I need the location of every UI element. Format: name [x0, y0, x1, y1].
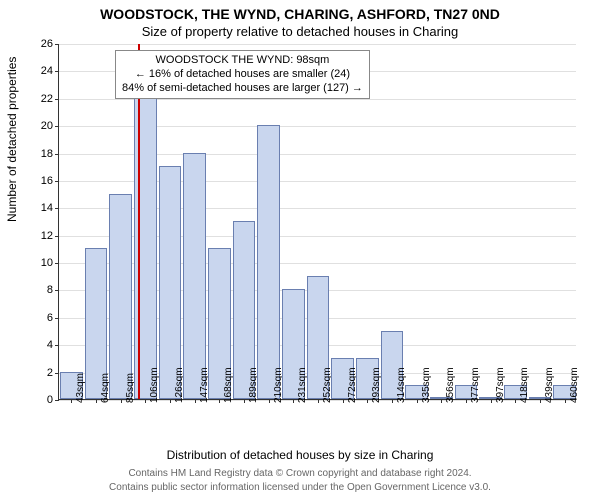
y-tick-mark	[55, 290, 59, 291]
y-tick-label: 12	[41, 230, 53, 242]
x-tick-mark	[417, 399, 418, 403]
x-tick-mark	[96, 399, 97, 403]
property-size-chart: WOODSTOCK, THE WYND, CHARING, ASHFORD, T…	[0, 0, 600, 500]
y-tick-mark	[55, 400, 59, 401]
y-tick-mark	[55, 345, 59, 346]
y-tick-mark	[55, 126, 59, 127]
x-axis-label: Distribution of detached houses by size …	[0, 448, 600, 462]
y-tick-mark	[55, 208, 59, 209]
x-tick-mark	[540, 399, 541, 403]
y-tick-label: 20	[41, 120, 53, 132]
y-tick-mark	[55, 71, 59, 72]
x-tick-mark	[565, 399, 566, 403]
x-tick-mark	[441, 399, 442, 403]
y-tick-mark	[55, 99, 59, 100]
gridline	[59, 44, 576, 45]
chart-title: WOODSTOCK, THE WYND, CHARING, ASHFORD, T…	[0, 6, 600, 22]
y-tick-label: 4	[47, 339, 53, 351]
x-tick-mark	[170, 399, 171, 403]
plot-area: 0246810121416182022242643sqm64sqm85sqm10…	[58, 44, 576, 400]
histogram-bar	[109, 194, 132, 399]
y-tick-label: 18	[41, 148, 53, 160]
y-tick-label: 24	[41, 65, 53, 77]
histogram-bar	[257, 125, 280, 399]
y-tick-mark	[55, 181, 59, 182]
x-tick-mark	[293, 399, 294, 403]
y-tick-mark	[55, 263, 59, 264]
footer-line-2: Contains public sector information licen…	[0, 482, 600, 493]
x-tick-mark	[195, 399, 196, 403]
x-tick-mark	[392, 399, 393, 403]
y-tick-mark	[55, 318, 59, 319]
histogram-bar	[183, 153, 206, 399]
annotation-box: WOODSTOCK THE WYND: 98sqm← 16% of detach…	[115, 50, 370, 99]
y-tick-label: 14	[41, 202, 53, 214]
y-tick-label: 10	[41, 257, 53, 269]
x-tick-mark	[367, 399, 368, 403]
y-tick-label: 8	[47, 284, 53, 296]
y-tick-label: 2	[47, 367, 53, 379]
chart-subtitle: Size of property relative to detached ho…	[0, 24, 600, 39]
y-tick-label: 26	[41, 38, 53, 50]
annotation-line: WOODSTOCK THE WYND: 98sqm	[122, 54, 363, 68]
x-tick-mark	[269, 399, 270, 403]
x-tick-mark	[466, 399, 467, 403]
y-tick-mark	[55, 373, 59, 374]
x-tick-mark	[491, 399, 492, 403]
x-tick-mark	[121, 399, 122, 403]
y-tick-label: 16	[41, 175, 53, 187]
y-tick-label: 0	[47, 394, 53, 406]
x-tick-mark	[145, 399, 146, 403]
footer-line-1: Contains HM Land Registry data © Crown c…	[0, 468, 600, 479]
histogram-bar	[159, 166, 182, 399]
x-tick-mark	[318, 399, 319, 403]
annotation-line: ← 16% of detached houses are smaller (24…	[122, 68, 363, 82]
y-axis-label: Number of detached properties	[5, 57, 19, 222]
y-tick-label: 22	[41, 93, 53, 105]
x-tick-mark	[71, 399, 72, 403]
annotation-line: 84% of semi-detached houses are larger (…	[122, 82, 363, 96]
x-tick-mark	[515, 399, 516, 403]
y-tick-mark	[55, 154, 59, 155]
y-tick-mark	[55, 44, 59, 45]
x-tick-label: 460sqm	[569, 367, 580, 403]
y-tick-label: 6	[47, 312, 53, 324]
x-tick-mark	[343, 399, 344, 403]
x-tick-mark	[219, 399, 220, 403]
y-tick-mark	[55, 236, 59, 237]
x-tick-mark	[244, 399, 245, 403]
